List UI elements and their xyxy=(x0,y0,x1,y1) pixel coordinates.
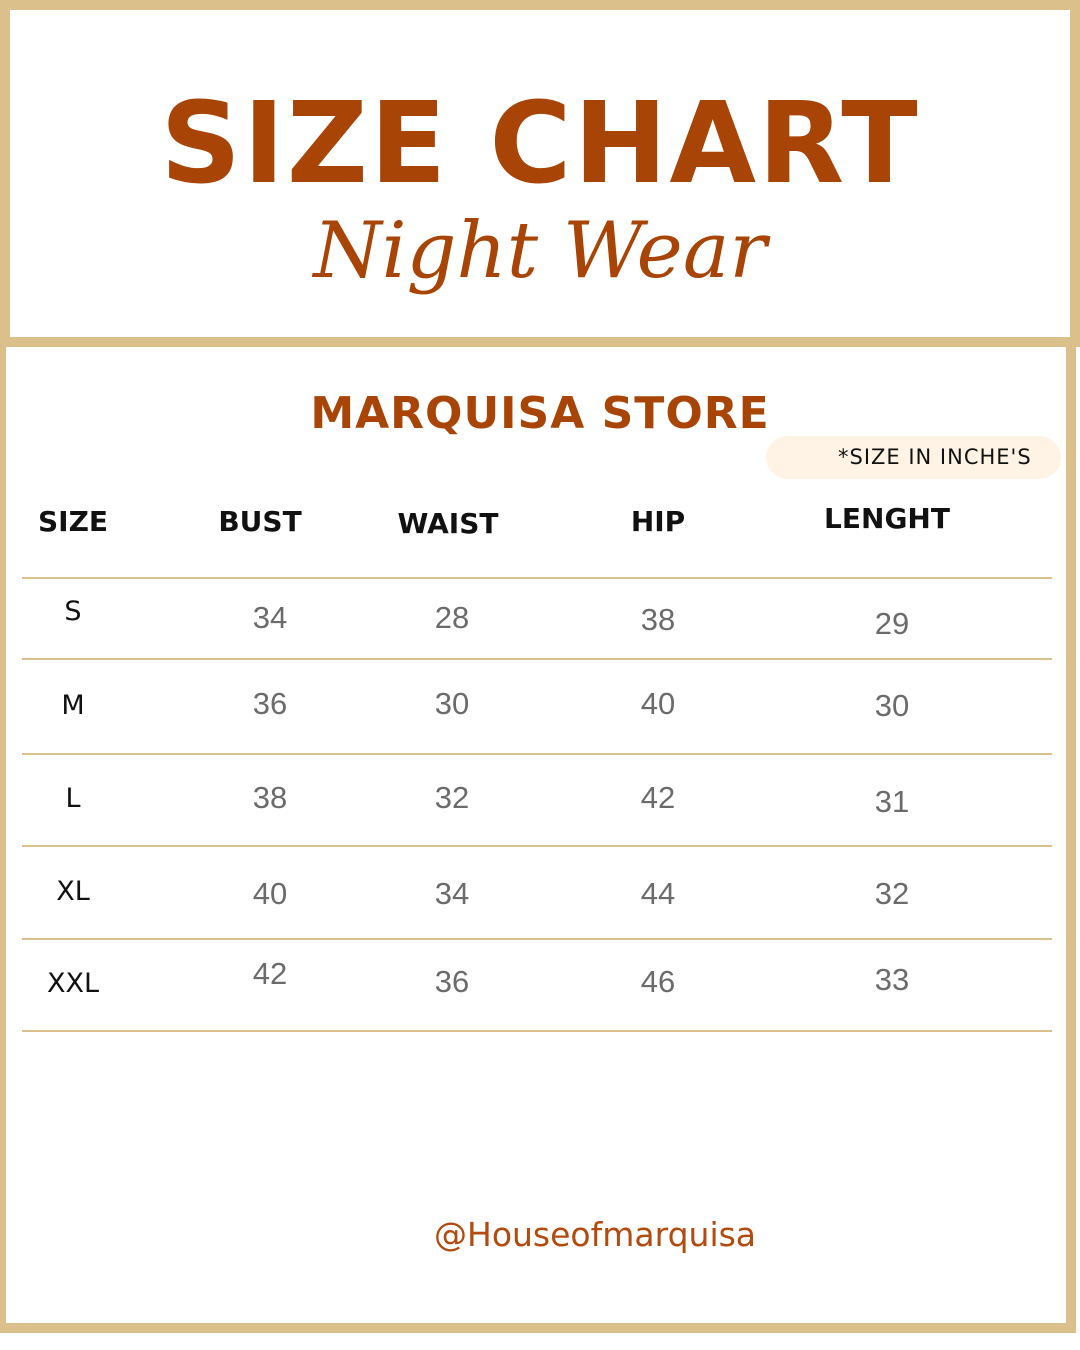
row-divider xyxy=(22,753,1052,755)
measurement-cell: 40 xyxy=(252,876,288,911)
measurement-cell: 40 xyxy=(640,686,676,721)
measurement-cell: 29 xyxy=(874,606,910,641)
measurement-cell: 33 xyxy=(874,962,910,997)
measurement-cell: 31 xyxy=(874,784,910,819)
size-label: XXL xyxy=(46,968,100,999)
page-title: SIZE CHART xyxy=(160,79,920,209)
measurement-cell: 34 xyxy=(434,876,470,911)
row-divider xyxy=(22,1030,1052,1032)
size-label: XL xyxy=(56,876,90,907)
store-name: MARQUISA STORE xyxy=(310,388,770,439)
social-handle: @Houseofmarquisa xyxy=(434,1215,757,1254)
column-header: LENGHT xyxy=(824,502,950,535)
measurement-cell: 44 xyxy=(640,876,676,911)
row-divider xyxy=(22,577,1052,579)
column-header: WAIST xyxy=(397,507,499,540)
measurement-cell: 36 xyxy=(252,686,288,721)
row-divider xyxy=(22,845,1052,847)
column-header: SIZE xyxy=(37,505,109,538)
measurement-cell: 38 xyxy=(640,602,676,637)
measurement-cell: 36 xyxy=(434,964,470,999)
row-divider xyxy=(22,938,1052,940)
size-label: M xyxy=(61,690,85,721)
measurement-cell: 42 xyxy=(252,956,288,991)
measurement-cell: 42 xyxy=(640,780,676,815)
measurement-cell: 30 xyxy=(434,686,470,721)
column-header: HIP xyxy=(630,505,686,538)
table-frame xyxy=(0,337,1076,1333)
row-divider xyxy=(22,658,1052,660)
size-label: S xyxy=(64,596,82,627)
measurement-cell: 28 xyxy=(434,600,470,635)
measurement-cell: 38 xyxy=(252,780,288,815)
measurement-cell: 32 xyxy=(434,780,470,815)
column-header: BUST xyxy=(218,505,302,538)
size-label: L xyxy=(65,783,81,814)
unit-note-badge: *SIZE IN INCHE'S xyxy=(766,436,1061,479)
measurement-cell: 34 xyxy=(252,600,288,635)
measurement-cell: 32 xyxy=(874,876,910,911)
page-subtitle: Night Wear xyxy=(313,206,767,296)
measurement-cell: 46 xyxy=(640,964,676,999)
measurement-cell: 30 xyxy=(874,688,910,723)
